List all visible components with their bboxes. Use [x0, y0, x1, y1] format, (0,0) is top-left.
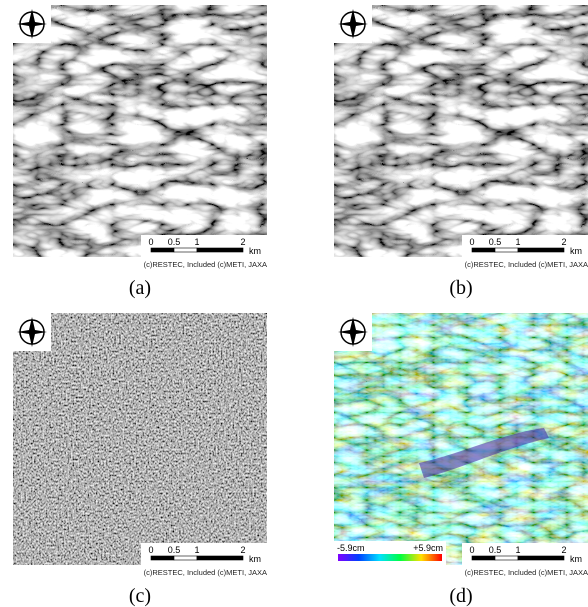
panel-caption: (b): [449, 277, 472, 299]
panel-image: [334, 5, 588, 257]
scale-segment: [518, 248, 564, 252]
scale-segment: [518, 556, 564, 560]
scale-unit: km: [570, 246, 582, 256]
scale-segment: [174, 556, 197, 560]
scale-unit: km: [249, 246, 261, 256]
credit: (c)RESTEC, Included (c)METI, JAXA: [465, 260, 588, 269]
scale-tick-label: 1: [515, 545, 520, 555]
colorbar-gradient: [338, 554, 442, 561]
panel-image: [13, 5, 267, 257]
scale-segment: [197, 248, 243, 252]
scale-tick-label: 0.5: [168, 237, 181, 247]
scale-tick-label: 1: [194, 237, 199, 247]
scale-unit: km: [570, 554, 582, 564]
panel: 0 0.5 1 2 km -5.9cm +5.9cm (c)RESTEC, Included …: [334, 313, 588, 607]
scale-segment: [472, 248, 495, 252]
panel-image: [13, 313, 267, 565]
scale-segment: [151, 556, 174, 560]
scale-tick-label: 0.5: [168, 545, 181, 555]
scale-tick-label: 2: [561, 545, 566, 555]
scale-tick-label: 2: [240, 545, 245, 555]
scale-segment: [174, 248, 197, 252]
scale-segment: [472, 556, 495, 560]
scale-tick-label: 2: [240, 237, 245, 247]
figure: 0 0.5 1 2 km (c)RESTEC, Included (c)METI, JAX…: [0, 0, 588, 607]
panel: 0 0.5 1 2 km (c)RESTEC, Included (c)METI, JAX…: [13, 313, 267, 607]
panel-caption: (a): [129, 277, 151, 299]
credit: (c)RESTEC, Included (c)METI, JAXA: [144, 568, 267, 577]
panel-caption: (c): [129, 585, 151, 607]
panel-image: [334, 313, 588, 565]
panel: 0 0.5 1 2 km (c)RESTEC, Included (c)METI, JAX…: [13, 5, 267, 299]
scale-tick-label: 0: [148, 237, 153, 247]
panel: 0 0.5 1 2 km (c)RESTEC, Included (c)METI, JAX…: [334, 5, 588, 299]
scale-tick-label: 0.5: [489, 545, 502, 555]
scale-tick-label: 1: [515, 237, 520, 247]
scale-tick-label: 0: [148, 545, 153, 555]
credit: (c)RESTEC, Included (c)METI, JAXA: [465, 568, 588, 577]
scale-segment: [197, 556, 243, 560]
scale-segment: [495, 556, 518, 560]
panel-caption: (d): [449, 585, 472, 607]
scale-tick-label: 2: [561, 237, 566, 247]
scale-tick-label: 0.5: [489, 237, 502, 247]
credit: (c)RESTEC, Included (c)METI, JAXA: [144, 260, 267, 269]
scale-segment: [151, 248, 174, 252]
colorbar-max: +5.9cm: [413, 543, 443, 553]
scale-segment: [495, 248, 518, 252]
scale-tick-label: 0: [469, 545, 474, 555]
colorbar-min: -5.9cm: [337, 543, 365, 553]
scale-tick-label: 1: [194, 545, 199, 555]
scale-tick-label: 0: [469, 237, 474, 247]
scale-unit: km: [249, 554, 261, 564]
